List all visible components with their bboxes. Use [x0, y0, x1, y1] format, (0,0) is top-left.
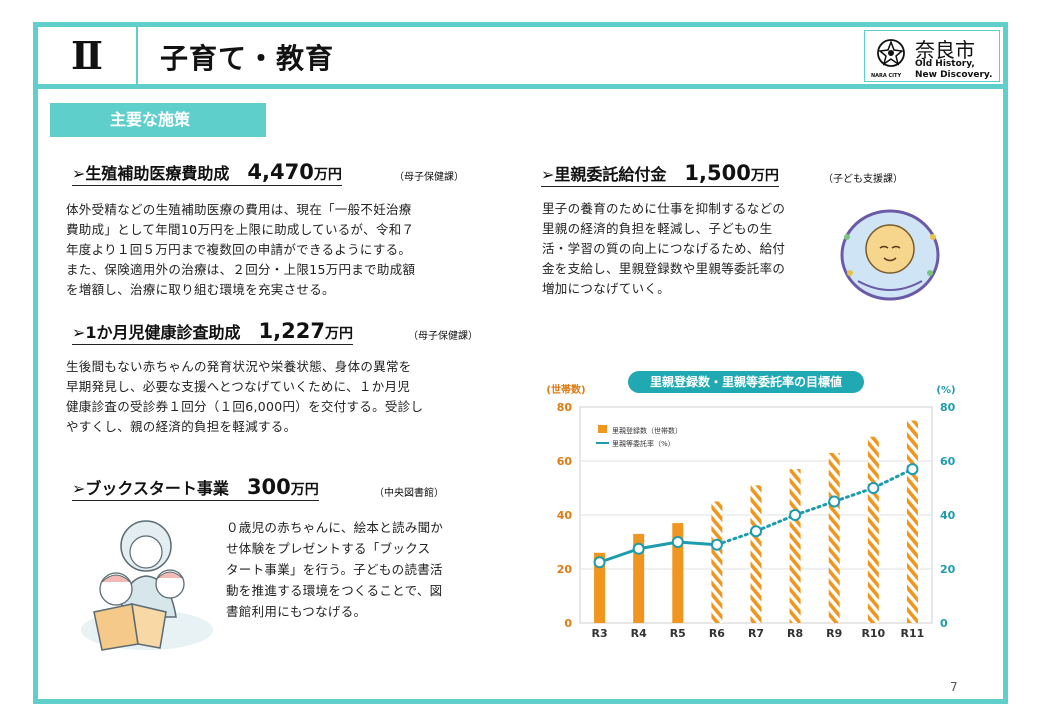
- x-tick-label: R11: [901, 627, 925, 640]
- line-point: [867, 482, 880, 494]
- item-description: 生後間もない赤ちゃんの発育状況や栄養状態、身体の異常を 早期発見し、必要な支援へと…: [66, 359, 424, 434]
- y-right-tick-label: 60: [940, 455, 956, 468]
- line-point: [710, 538, 723, 551]
- slide-header: Ⅱ 子育て・教育 NARA CITY 奈良市 Old History, New …: [38, 27, 1003, 89]
- y-right-tick-label: 40: [940, 509, 956, 522]
- bar: [906, 420, 918, 623]
- line-point: [632, 542, 645, 555]
- line-point: [671, 536, 684, 548]
- x-tick-label: R9: [826, 627, 842, 640]
- item-description: 里子の養育のために仕事を抑制するなどの 里親の経済的負担を軽減し、子どもの生 活・学…: [542, 201, 786, 296]
- y-left-axis-label: (世帯数): [546, 383, 585, 396]
- dept-label: （子ども支援課）: [823, 174, 903, 185]
- foster-target-chart: 里親登録数・里親等委託率の目標値 0 0 20 20 40 40 60 60 80 80 (世帯数)…: [528, 367, 968, 647]
- y-right-tick-label: 20: [940, 563, 956, 576]
- x-tick-label: R6: [709, 627, 725, 640]
- legend-label: 里親登録数（世帯数）: [612, 426, 682, 435]
- bar: [750, 485, 762, 623]
- chart-title: 里親登録数・里親等委託率の目標値: [628, 371, 864, 393]
- bar: [828, 452, 840, 623]
- x-tick-label: R7: [748, 627, 764, 640]
- bar: [711, 501, 723, 623]
- page-frame: [33, 22, 1008, 704]
- line-point: [828, 495, 841, 508]
- line-point: [789, 509, 802, 521]
- legend-swatch-bars: [598, 425, 607, 433]
- line-point: [906, 463, 919, 476]
- bar: [867, 436, 879, 623]
- nara-city-logo: NARA CITY 奈良市 Old History, New Discovery…: [864, 30, 1000, 82]
- item-description: ０歳児の赤ちゃんに、絵本と読み聞か せ体験をプレゼントする「ブックス タート事業」を…: [226, 520, 444, 619]
- x-tick-label: R8: [787, 627, 803, 640]
- legend-label: 里親等委託率（%）: [612, 439, 675, 448]
- x-tick-label: R5: [670, 627, 686, 640]
- bar: [789, 469, 801, 623]
- page-number: 7: [950, 680, 958, 694]
- dept-label: （中央図書館）: [374, 488, 444, 499]
- x-tick-label: R3: [591, 627, 607, 640]
- bar: [633, 533, 645, 623]
- series-line-actual: [599, 540, 717, 564]
- bar: [594, 552, 606, 623]
- item-heading: ➢生殖補助医療費助成 4,470万円: [72, 160, 342, 186]
- x-tick-label: R4: [631, 627, 647, 640]
- dept-label: （母子保健課）: [408, 331, 478, 342]
- section-badge: 主要な施策: [50, 103, 266, 137]
- y-right-tick-label: 80: [940, 401, 956, 414]
- x-tick-label: R10: [861, 627, 885, 640]
- logo-city-name: 奈良市: [915, 38, 975, 62]
- bar: [672, 523, 684, 623]
- dept-label: （母子保健課）: [394, 172, 464, 183]
- y-left-tick-label: 80: [557, 401, 573, 414]
- page-title: 子育て・教育: [160, 42, 335, 75]
- y-left-tick-label: 20: [557, 563, 573, 576]
- line-point: [593, 556, 606, 569]
- chart-plot: 0 0 20 20 40 40 60 60 80 80 (世帯数) (%) R3 R4 R5 R6 R7 R8 R9…: [546, 383, 956, 640]
- line-point: [750, 525, 762, 538]
- deer-crest-icon: [877, 39, 905, 67]
- y-left-tick-label: 60: [557, 455, 573, 468]
- item-heading: ➢ブックスタート事業 300万円: [72, 475, 319, 501]
- logo-tagline: Old History, New Discovery.: [915, 59, 993, 80]
- item-description: 体外受精などの生殖補助医療の費用は、現在「一般不妊治療 費助成」として年間10万円…: [66, 202, 416, 297]
- y-right-tick-label: 0: [940, 617, 948, 630]
- item-heading: ➢里親委託給付金 1,500万円: [541, 161, 779, 187]
- y-left-tick-label: 40: [557, 509, 573, 522]
- y-right-axis-label: (%): [936, 385, 955, 396]
- series-line-projected: [715, 467, 914, 547]
- reading-family-illustration: [81, 520, 213, 651]
- item-heading: ➢1か月児健康診査助成 1,227万円: [72, 319, 353, 345]
- section-number: Ⅱ: [38, 27, 138, 84]
- y-left-tick-label: 0: [564, 617, 572, 630]
- foster-care-mascot-illustration: [840, 209, 940, 301]
- logo-english-name: NARA CITY: [871, 73, 902, 79]
